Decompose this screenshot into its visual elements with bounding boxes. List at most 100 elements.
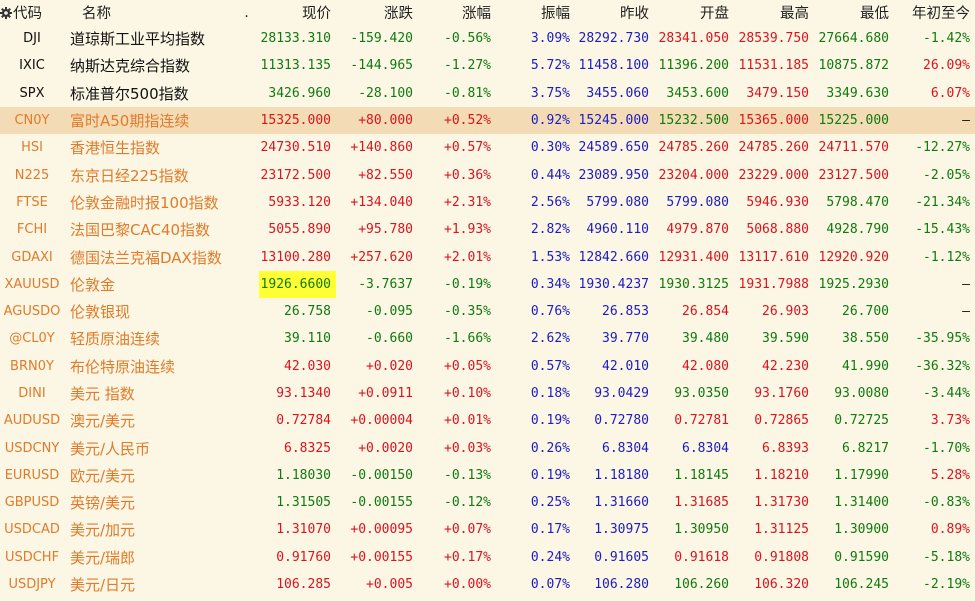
cell-pct: +0.52%	[418, 106, 496, 135]
cell-prev: 4960.110	[586, 222, 649, 238]
gear-icon[interactable]	[0, 7, 12, 19]
cell-price: 13100.280	[260, 249, 331, 265]
cell-code: USDJPY	[8, 577, 56, 593]
cell-open: 15232.500	[654, 106, 734, 135]
cell-ytd: -12.27%	[915, 140, 970, 156]
cell-price: 1926.6600	[259, 270, 336, 298]
cell-prev: 24589.650	[578, 140, 649, 156]
cell-change: +0.00004	[350, 413, 413, 429]
cell-prev: 11458.100	[578, 58, 649, 74]
cell-price: 39.110	[284, 331, 331, 347]
cell-low: 6.8217	[842, 440, 889, 456]
cell-amp: 0.26%	[530, 440, 570, 456]
cell-change: +0.00155	[350, 549, 413, 565]
cell-change: +0.0020	[358, 440, 413, 456]
table-row[interactable]: USDJPY 美元/日元 106.285 +0.005 +0.00% 0.07% 106.2…	[0, 571, 975, 598]
cell-ytd: -21.34%	[915, 194, 970, 210]
cell-name: 美元 指数	[70, 385, 135, 403]
cell-amp: 0.24%	[530, 549, 570, 565]
cell-change: +0.020	[366, 358, 413, 374]
table-row[interactable]: FCHI 法国巴黎CAC40指数 5055.890 +95.780 +1.93% 2.82…	[0, 216, 975, 243]
cell-code: FTSE	[16, 194, 48, 210]
cell-high: 1.31730	[754, 495, 809, 511]
cell-ytd: –	[962, 276, 970, 292]
col-header-amp[interactable]: 振幅	[541, 6, 570, 22]
table-row[interactable]: HSI 香港恒生指数 24730.510 +140.860 +0.57% 0.30% 245…	[0, 134, 975, 161]
cell-amp: 2.62%	[530, 331, 570, 347]
col-header-price[interactable]: 现价	[302, 6, 331, 22]
col-header-high[interactable]: 最高	[780, 6, 809, 22]
cell-low: 12920.920	[818, 249, 889, 265]
cell-price: 0.91760	[276, 549, 331, 565]
table-row[interactable]: EURUSD 欧元/美元 1.18030 -0.00150 -0.13% 0.19% 1.1…	[0, 462, 975, 489]
cell-open: 93.0350	[674, 386, 729, 401]
table-row[interactable]: AUDUSD 澳元/美元 0.72784 +0.00004 +0.01% 0.19% 0.7…	[0, 407, 975, 434]
cell-ytd: 3.73%	[930, 413, 970, 429]
table-row[interactable]: N225 东京日经225指数 23172.500 +82.550 +0.36% 0.44%…	[0, 161, 975, 188]
cell-name: 轻质原油连续	[70, 330, 161, 349]
col-header-code[interactable]: 代码	[0, 0, 64, 25]
cell-low: 24711.570	[818, 140, 889, 156]
col-header-ytd[interactable]: 年初至今	[912, 6, 970, 22]
table-row[interactable]: SPX 标准普尔500指数 3426.960 -28.100 -0.81% 3.75% 34…	[0, 80, 975, 107]
cell-open: 26.854	[682, 304, 729, 320]
cell-high: 0.72865	[754, 413, 809, 429]
cell-ytd: 6.07%	[930, 85, 970, 101]
cell-dot	[234, 243, 259, 270]
cell-open: 1930.3125	[658, 276, 729, 292]
cell-code: IXIC	[19, 58, 45, 74]
cell-pct: +0.05%	[444, 358, 491, 374]
cell-name: 东京日经225指数	[70, 166, 189, 185]
cell-pct: -0.81%	[444, 85, 491, 101]
col-header-pct[interactable]: 涨幅	[462, 6, 491, 22]
table-row[interactable]: IXIC 纳斯达克综合指数 11313.135 -144.965 -1.27% 5.72%…	[0, 52, 975, 79]
cell-dot	[234, 462, 259, 489]
table-row[interactable]: XAUUSD 伦敦金 1926.6600 -3.7637 -0.19% 0.34% 1930…	[0, 270, 975, 298]
table-row[interactable]: AGUSDO 伦敦银现 26.758 -0.095 -0.35% 0.76% 26.853 2…	[0, 298, 975, 325]
cell-high: 0.91808	[754, 549, 809, 565]
cell-code: SPX	[19, 85, 45, 101]
cell-low: 4928.790	[826, 222, 889, 238]
table-row[interactable]: USDCHF 美元/瑞郎 0.91760 +0.00155 +0.17% 0.24% 0.9…	[0, 544, 975, 571]
table-body: DJI 道琼斯工业平均指数 28133.310 -159.420 -0.56% 3.09%…	[0, 25, 975, 598]
cell-pct: -1.66%	[444, 331, 491, 347]
cell-name: 纳斯达克综合指数	[70, 57, 191, 76]
table-row[interactable]: USDCNY 美元/人民币 6.8325 +0.0020 +0.03% 0.26% 6.83…	[0, 434, 975, 461]
cell-amp: 3.09%	[530, 31, 570, 47]
cell-price: 15325.000	[259, 106, 336, 135]
col-header-open[interactable]: 开盘	[700, 6, 729, 22]
cell-dot	[234, 216, 259, 243]
cell-dot	[234, 271, 259, 298]
cell-amp: 0.19%	[530, 467, 570, 483]
cell-pct: +0.01%	[444, 413, 491, 429]
table-row[interactable]: GBPUSD 英镑/美元 1.31505 -0.00155 -0.12% 0.25% 1.3…	[0, 489, 975, 516]
table-row[interactable]: USDCAD 美元/加元 1.31070 +0.00095 +0.07% 0.17% 1.3…	[0, 516, 975, 543]
table-row[interactable]: BRN0Y 布伦特原油连续 42.030 +0.020 +0.05% 0.57% 42.01…	[0, 353, 975, 380]
cell-dot	[234, 571, 259, 598]
col-header-low[interactable]: 最低	[860, 6, 889, 22]
table-row[interactable]: DJI 道琼斯工业平均指数 28133.310 -159.420 -0.56% 3.09%…	[0, 25, 975, 52]
cell-price: 0.72784	[276, 413, 331, 429]
col-header-change[interactable]: 涨跌	[384, 6, 413, 22]
table-row[interactable]: CN0Y 富时A50期指连续 15325.000 +80.000 +0.52% 0.92%…	[0, 106, 975, 135]
cell-price: 42.030	[284, 358, 331, 374]
table-row[interactable]: @CL0Y 轻质原油连续 39.110 -0.660 -1.66% 2.62% 39.770…	[0, 325, 975, 352]
cell-change: +134.040	[350, 194, 413, 210]
cell-change: +0.00095	[350, 522, 413, 538]
table-row[interactable]: DINI 美元 指数 93.1340 +0.0911 +0.10% 0.18% 93.042…	[0, 380, 975, 407]
table-row[interactable]: GDAXI 德国法兰克福DAX指数 13100.280 +257.620 +2.01% 1…	[0, 243, 975, 270]
cell-open: 23204.000	[658, 167, 729, 183]
cell-amp: 0.19%	[530, 413, 570, 429]
cell-open: 1.18145	[674, 467, 729, 483]
cell-open: 4979.870	[666, 222, 729, 238]
cell-name: 澳元/美元	[70, 412, 136, 431]
col-header-prev[interactable]: 昨收	[620, 6, 649, 22]
cell-low: 0.72725	[834, 413, 889, 429]
col-header-dot[interactable]: .	[244, 4, 249, 21]
table-row[interactable]: FTSE 伦敦金融时报100指数 5933.120 +134.040 +2.31% 2.5…	[0, 189, 975, 216]
cell-amp: 0.76%	[530, 304, 570, 320]
col-header-name[interactable]: 名称	[82, 6, 111, 22]
cell-code: AUDUSD	[3, 413, 61, 429]
cell-high: 93.1760	[754, 386, 809, 401]
